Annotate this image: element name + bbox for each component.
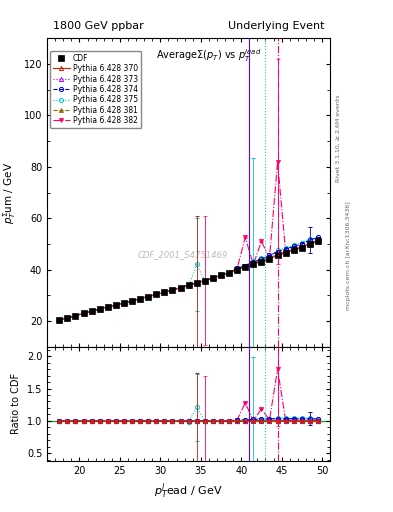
Y-axis label: Ratio to CDF: Ratio to CDF bbox=[11, 373, 21, 434]
Text: 1800 GeV ppbar: 1800 GeV ppbar bbox=[53, 20, 143, 31]
X-axis label: $p_T^l$ead / GeV: $p_T^l$ead / GeV bbox=[154, 481, 223, 501]
Text: Average$\Sigma(p_T)$ vs $p_T^{lead}$: Average$\Sigma(p_T)$ vs $p_T^{lead}$ bbox=[156, 48, 261, 65]
Text: CDF_2001_S4751469: CDF_2001_S4751469 bbox=[138, 250, 228, 259]
Text: Underlying Event: Underlying Event bbox=[228, 20, 325, 31]
Y-axis label: $p_T^{\Sigma}$um / GeV: $p_T^{\Sigma}$um / GeV bbox=[2, 161, 18, 224]
Text: mcplots.cern.ch [arXiv:1306.3436]: mcplots.cern.ch [arXiv:1306.3436] bbox=[346, 202, 351, 310]
Legend: CDF, Pythia 6.428 370, Pythia 6.428 373, Pythia 6.428 374, Pythia 6.428 375, Pyt: CDF, Pythia 6.428 370, Pythia 6.428 373,… bbox=[50, 51, 141, 128]
Text: Rivet 3.1.10, ≥ 2.6M events: Rivet 3.1.10, ≥ 2.6M events bbox=[336, 95, 341, 182]
